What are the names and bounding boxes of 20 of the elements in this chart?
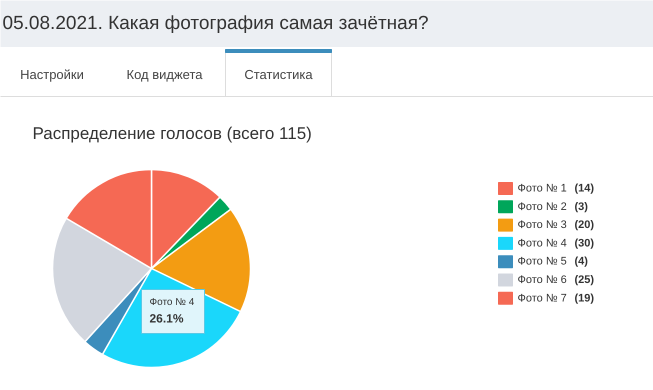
- text: Фото № 4 26.1%: [150, 297, 195, 326]
- legend-label: Фото № 4: [518, 237, 567, 250]
- data-label: (4): [574, 256, 588, 268]
- data-label: (19): [574, 292, 594, 304]
- text: Код виджета: [126, 67, 204, 82]
- data-label: (25): [574, 274, 594, 286]
- legend-label: Фото № 5: [518, 256, 567, 268]
- data-label: (30): [574, 237, 594, 250]
- data-label: (3): [574, 200, 588, 213]
- chart-title: 05.08.2021. Какая фотография самая зачётная?: [2, 13, 429, 34]
- chart-subtitle: Распределение голосов (всего 115): [32, 124, 312, 143]
- legend-label: Фото № 2: [518, 200, 567, 213]
- legend-label: Фото № 3: [518, 219, 567, 232]
- data-label: (20): [574, 219, 594, 232]
- legend-label: Фото № 1: [518, 182, 567, 194]
- text: Статистика: [244, 67, 314, 82]
- legend-label: Фото № 7: [518, 292, 567, 304]
- legend-label: Фото № 6: [518, 274, 567, 286]
- text: Настройки: [20, 67, 84, 82]
- data-label: (14): [574, 182, 594, 194]
